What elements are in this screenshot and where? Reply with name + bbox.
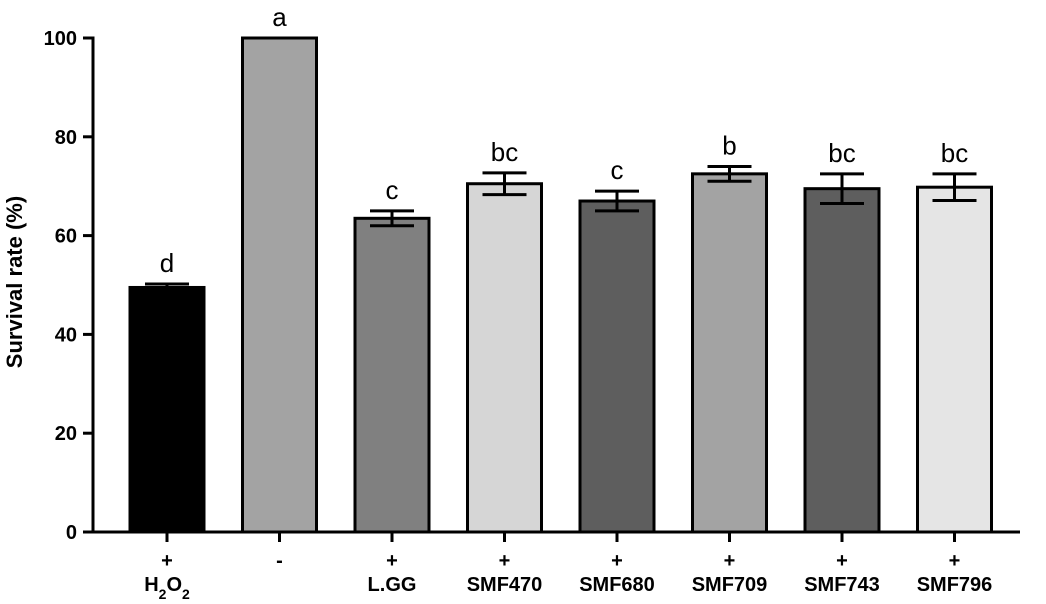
category-sign: -: [276, 550, 283, 572]
significance-label: b: [722, 130, 736, 160]
significance-label: bc: [941, 138, 968, 168]
category-sign: +: [724, 550, 736, 572]
error-bar: [595, 189, 639, 213]
x-axis-labels: +H2O2- +L.GG+SMF470+SMF680+SMF709+SMF743+…: [144, 532, 992, 602]
category-label: H2O2: [144, 574, 190, 602]
category-sign: +: [499, 550, 511, 572]
category-label: SMF470: [467, 574, 543, 596]
y-tick-label: 80: [55, 127, 77, 149]
significance-label: a: [272, 2, 287, 32]
category-sign: +: [386, 550, 398, 572]
bar: [578, 199, 656, 534]
error-bar: [820, 172, 864, 205]
y-axis-title: Survival rate (%): [2, 196, 27, 368]
y-tick-label: 60: [55, 226, 77, 248]
significance-label: d: [160, 248, 174, 278]
category-label: SMF709: [692, 574, 768, 596]
y-tick-label: 40: [55, 324, 77, 346]
category-label: SMF680: [579, 574, 655, 596]
significance-label: bc: [491, 137, 518, 167]
bar: [916, 185, 993, 534]
bar: [466, 182, 543, 534]
category-sign: +: [836, 550, 848, 572]
category-sign: +: [611, 550, 623, 572]
bar: [803, 187, 881, 534]
category-sign: +: [949, 550, 961, 572]
error-bar: [932, 172, 977, 203]
category-label: SMF743: [804, 574, 880, 596]
category-sign: +: [161, 550, 173, 572]
bar: [241, 36, 318, 534]
error-bar: [370, 209, 414, 228]
category-label: SMF796: [917, 574, 993, 596]
significance-label: c: [386, 175, 399, 205]
bar: [691, 172, 768, 534]
bar: [128, 285, 206, 534]
y-tick-label: 100: [44, 28, 77, 50]
y-tick-label: 20: [55, 423, 77, 445]
bars: d a c bc c b bc bc: [128, 2, 993, 534]
y-axis: 0 20 40 60 80 100: [44, 28, 93, 544]
significance-label: c: [611, 155, 624, 185]
error-bar: [707, 164, 752, 183]
significance-label: bc: [828, 138, 855, 168]
bar: [353, 216, 431, 534]
error-bar: [482, 171, 527, 197]
error-bar: [145, 282, 189, 293]
y-tick-label: 0: [66, 522, 77, 544]
category-label: L.GG: [368, 574, 417, 596]
